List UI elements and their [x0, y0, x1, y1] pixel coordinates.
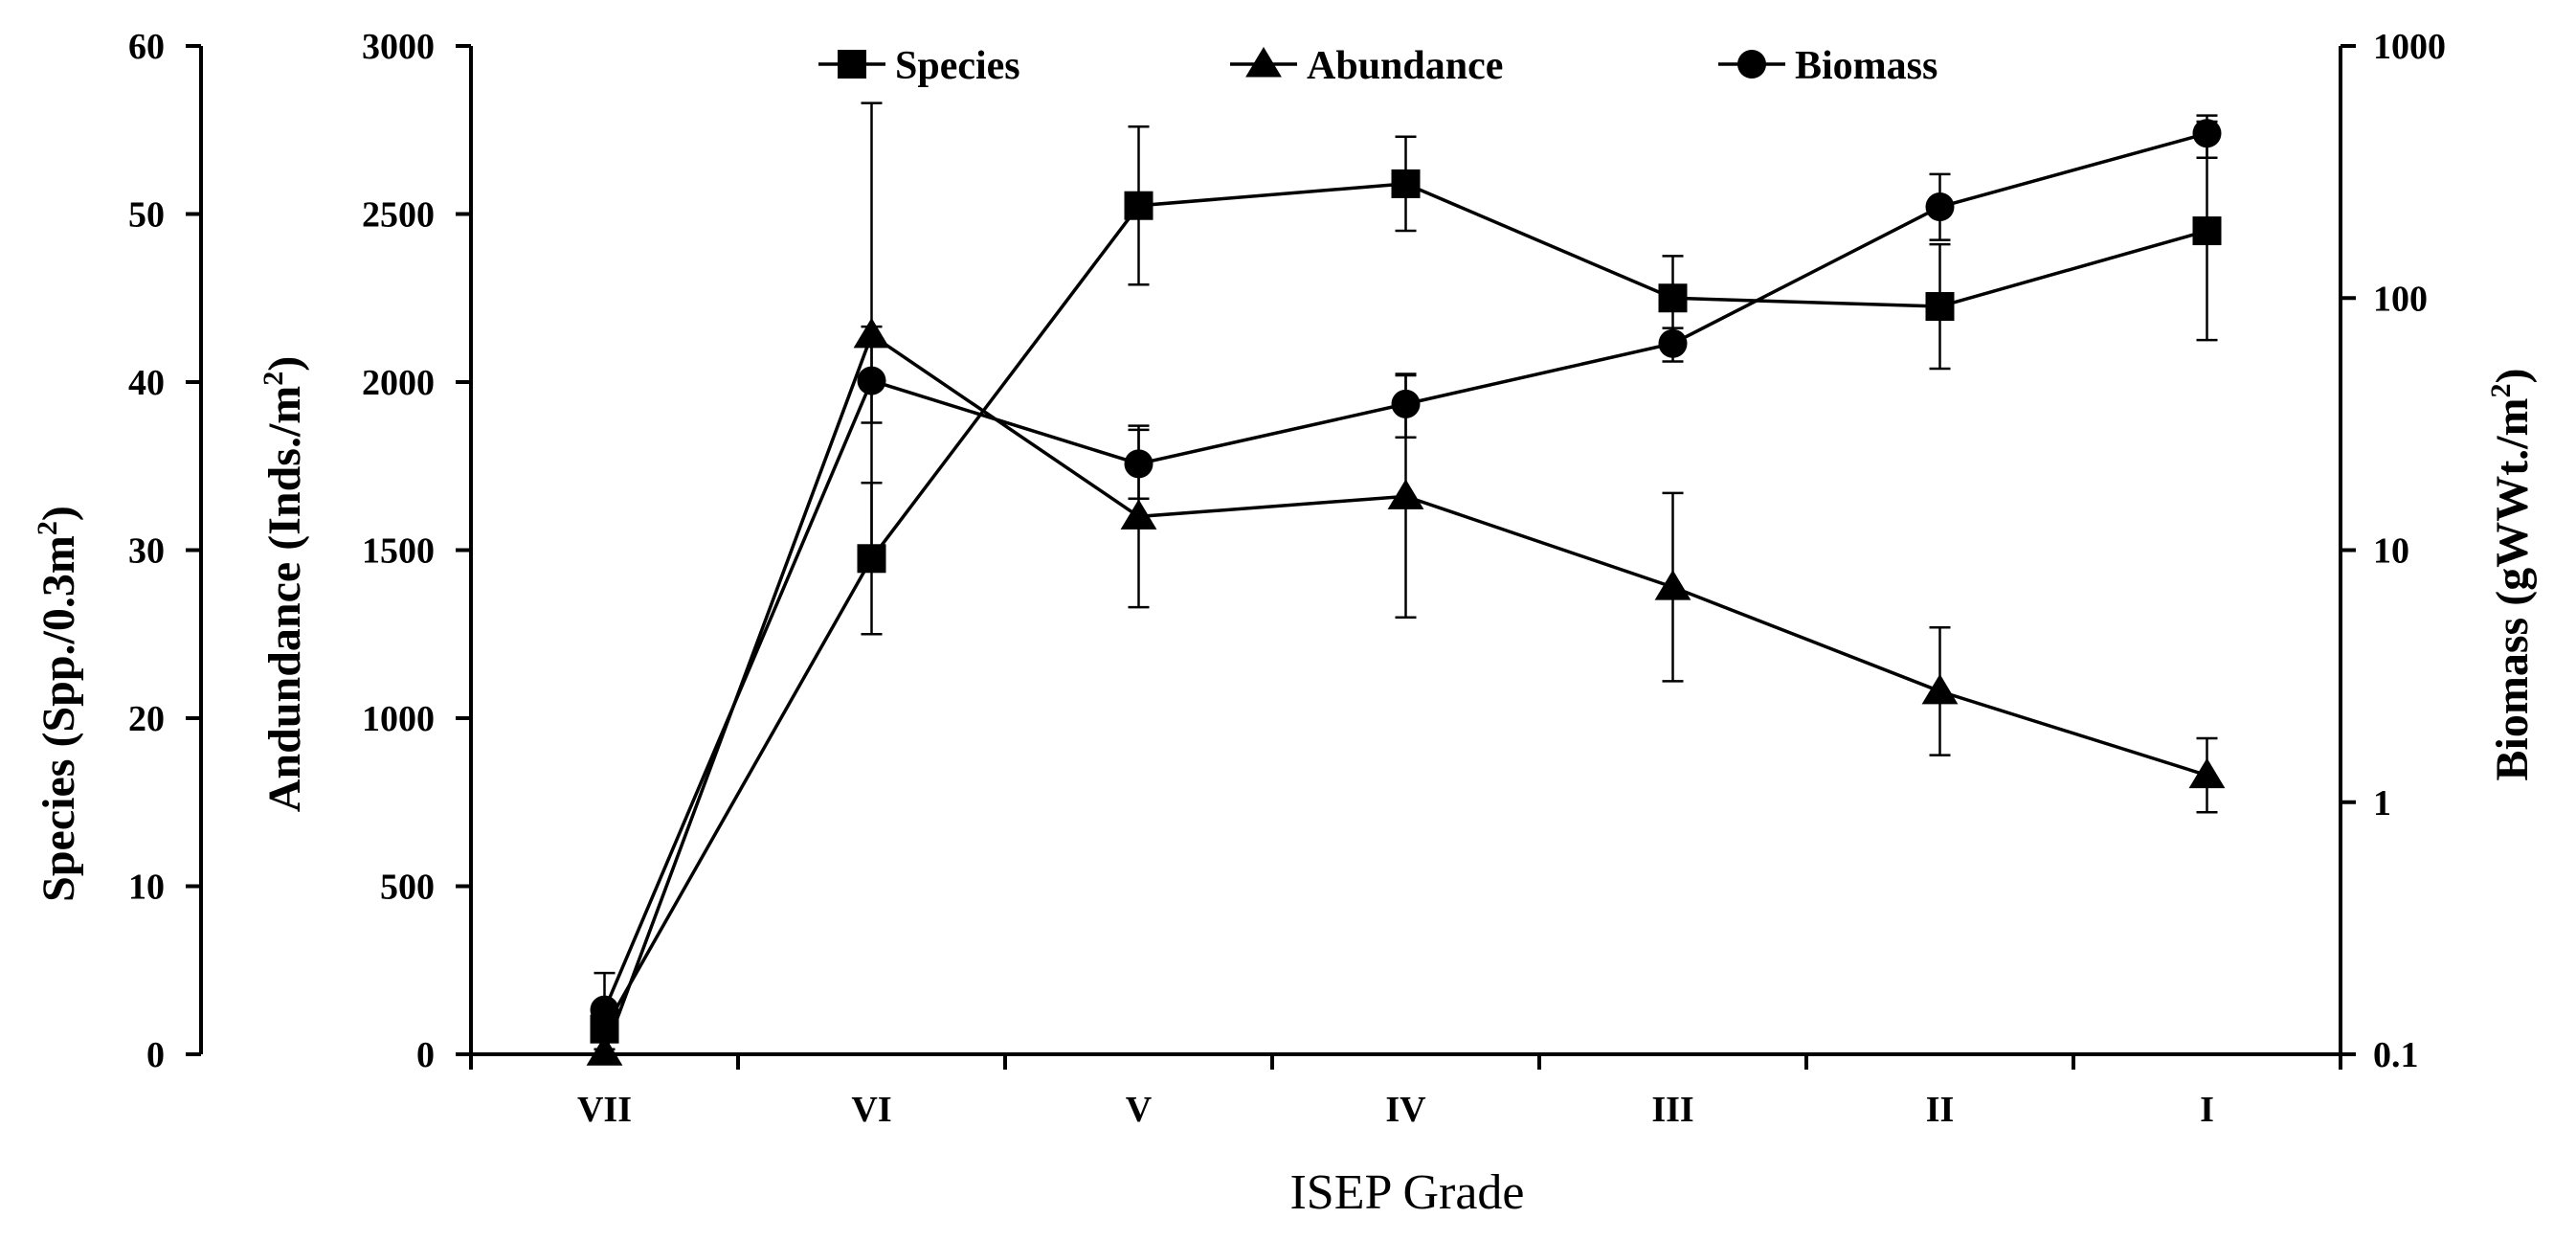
species-axis-title-sup: 2 — [32, 521, 63, 535]
biomass-point — [591, 996, 619, 1025]
abundance-point — [1388, 479, 1424, 509]
biomass-axis-title-sup: 2 — [2485, 384, 2517, 398]
x-tick-label: VII — [577, 1090, 632, 1130]
x-tick-label: I — [2200, 1090, 2214, 1130]
biomass-point — [1659, 329, 1688, 358]
biomass-tick-label: 10 — [2373, 531, 2409, 572]
biomass-axis-title-main: Biomass (gWWt./m — [2487, 397, 2538, 780]
abundance-legend-label: Abundance — [1307, 44, 1503, 88]
biomass-legend-label: Biomass — [1795, 44, 1938, 88]
abundance-tick-label: 2000 — [362, 363, 435, 403]
x-tick-label: V — [1126, 1090, 1153, 1130]
abundance-axis-title-main: Andundance (Inds./m — [259, 386, 310, 813]
series-layer — [587, 103, 2226, 1066]
legend: Species Abundance Biomass — [818, 44, 1938, 88]
x-tick-label: II — [1926, 1090, 1955, 1130]
species-axis-title-main: Species (Spp./0.3m — [34, 535, 84, 902]
abundance-tick-label: 1000 — [362, 699, 435, 739]
species-legend-marker — [838, 50, 866, 79]
biomass-point — [2193, 119, 2222, 147]
abundance-point — [1922, 674, 1959, 705]
abundance-point — [2189, 758, 2226, 789]
abundance-point — [1655, 570, 1691, 600]
abundance-axis-title-end: ) — [259, 356, 310, 372]
species-point — [2193, 216, 2222, 245]
abundance-tick-label: 500 — [380, 868, 435, 908]
biomass-point — [1392, 390, 1421, 418]
species-axis-title: Species (Spp./0.3m2) — [32, 506, 84, 902]
x-tick-label: VI — [851, 1090, 891, 1130]
biomass-point — [1125, 449, 1154, 478]
biomass-tick-label: 1000 — [2373, 27, 2446, 67]
abundance-tick-label: 3000 — [362, 27, 435, 67]
biomass-tick-label: 1 — [2373, 783, 2391, 824]
biomass-tick-label: 0.1 — [2373, 1035, 2419, 1075]
species-tick-label: 0 — [146, 1035, 165, 1075]
species-legend-label: Species — [895, 44, 1020, 88]
biomass-axis-title: Biomass (gWWt./m2) — [2485, 369, 2538, 781]
species-point — [1926, 292, 1955, 321]
abundance-axis-title-sup: 2 — [258, 372, 289, 386]
biomass-point — [1926, 192, 1955, 221]
abundance-axis-title: Andundance (Inds./m2) — [258, 356, 310, 812]
abundance-tick-label: 1500 — [362, 531, 435, 572]
abundance-legend-marker — [1245, 47, 1282, 78]
x-tick-label: IV — [1385, 1090, 1426, 1130]
species-tick-label: 30 — [128, 531, 165, 572]
biomass-axis-title-end: ) — [2487, 369, 2538, 384]
species-tick-label: 20 — [128, 699, 165, 739]
biomass-legend-marker — [1737, 50, 1766, 79]
x-tick-label: III — [1651, 1090, 1693, 1130]
abundance-tick-label: 0 — [416, 1035, 435, 1075]
species-tick-label: 60 — [128, 27, 165, 67]
species-point — [1392, 169, 1421, 198]
species-point — [1125, 192, 1154, 220]
species-axis-title-end: ) — [34, 506, 84, 521]
biomass-tick-label: 100 — [2373, 279, 2428, 319]
abundance-tick-label: 2500 — [362, 195, 435, 236]
species-tick-label: 40 — [128, 363, 165, 403]
species-point — [1659, 283, 1688, 312]
species-tick-label: 10 — [128, 868, 165, 908]
species-tick-label: 50 — [128, 195, 165, 236]
biomass-point — [858, 367, 886, 395]
x-axis-title: ISEP Grade — [1289, 1165, 1524, 1220]
